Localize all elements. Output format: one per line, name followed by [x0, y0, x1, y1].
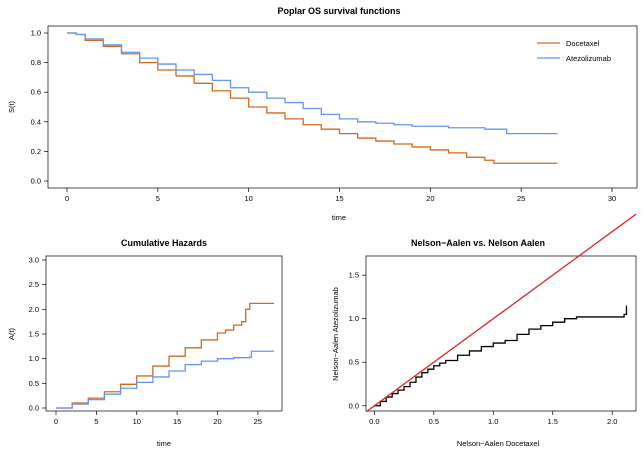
hazards-series-atezolizumab [56, 350, 274, 409]
hazards-x-tick-label: 15 [173, 417, 181, 426]
survival-series-atezolizumab [67, 32, 558, 135]
nelson-y-label: Nelson−Aalen Atezolizumab [331, 287, 340, 381]
hazards-series [56, 302, 274, 409]
hazards-y-tick-label: 1.5 [29, 330, 39, 339]
hazards-title: Cumulative Hazards [121, 238, 207, 248]
survival-y-tick-label: 0.0 [31, 177, 41, 186]
survival-series-docetaxel [67, 32, 558, 164]
survival-y-tick-label: 0.2 [31, 147, 41, 156]
nelson-y-tick-label: 0.5 [349, 358, 359, 367]
legend-label-docetaxel: Docetaxel [566, 39, 600, 48]
nelson-x-label: Nelson−Aalen Docetaxel [457, 439, 540, 448]
survival-x-tick-label: 25 [517, 194, 525, 203]
panel-survival: Poplar OS survival functions 0 5 10 15 20 25 3… [7, 6, 638, 222]
survival-x-tick-label: 5 [156, 194, 160, 203]
hazards-y-tick-label: 2.5 [29, 280, 39, 289]
nelson-y-tick-label: 1.0 [349, 314, 359, 323]
panel-nelson-aalen: Nelson−Aalen vs. Nelson Aalen 0.0 0.5 1.0 1… [331, 213, 637, 448]
nelson-y-tick-label: 1.5 [349, 271, 359, 280]
hazards-y-ticks: 0.0 0.5 1.0 1.5 2.0 2.5 3.0 [29, 256, 46, 413]
hazards-plot-frame [45, 255, 283, 412]
survival-x-label: time [332, 213, 346, 222]
survival-y-ticks: 0.0 0.2 0.4 0.6 0.8 1.0 [31, 29, 48, 186]
nelson-x-ticks: 0.0 0.5 1.0 1.5 2.0 [369, 411, 617, 426]
survival-x-tick-label: 20 [426, 194, 434, 203]
survival-y-label: S(t) [7, 100, 16, 113]
nelson-x-tick-label: 2.0 [607, 417, 617, 426]
hazards-x-tick-label: 5 [94, 417, 98, 426]
survival-y-tick-label: 0.4 [31, 117, 41, 126]
survival-x-tick-label: 10 [244, 194, 252, 203]
hazards-series-docetaxel [56, 302, 274, 409]
survival-legend: Docetaxel Atezolizumab [537, 39, 611, 63]
hazards-x-tick-label: 10 [133, 417, 141, 426]
survival-x-tick-label: 30 [608, 194, 616, 203]
survival-series [67, 32, 558, 164]
nelson-y-tick-label: 0.0 [349, 401, 359, 410]
hazards-x-label: time [157, 439, 171, 448]
hazards-y-tick-label: 0.5 [29, 379, 39, 388]
nelson-x-tick-label: 0.0 [369, 417, 379, 426]
hazards-x-tick-label: 0 [54, 417, 58, 426]
survival-x-ticks: 0 5 10 15 20 25 30 [65, 188, 616, 203]
hazards-y-tick-label: 3.0 [29, 256, 39, 265]
nelson-x-tick-label: 1.5 [548, 417, 558, 426]
nelson-plot-frame [365, 255, 637, 412]
survival-x-tick-label: 0 [65, 194, 69, 203]
panel-cumulative-hazards: Cumulative Hazards 0 5 10 15 20 25 0.0 0.5 1.0 1… [7, 238, 283, 448]
nelson-y-ticks: 0.0 0.5 1.0 1.5 [349, 271, 366, 410]
legend-label-atezolizumab: Atezolizumab [566, 54, 611, 63]
hazards-y-tick-label: 0.0 [29, 404, 39, 413]
hazards-x-tick-label: 25 [254, 417, 262, 426]
nelson-x-tick-label: 0.5 [429, 417, 439, 426]
survival-y-tick-label: 1.0 [31, 29, 41, 38]
hazards-x-tick-label: 20 [213, 417, 221, 426]
nelson-series [365, 213, 637, 413]
nelson-title: Nelson−Aalen vs. Nelson Aalen [411, 238, 545, 248]
hazards-y-tick-label: 2.0 [29, 305, 39, 314]
survival-x-tick-label: 15 [335, 194, 343, 203]
nelson-series-nelson-aalen [374, 305, 628, 407]
hazards-y-label: A(t) [7, 327, 16, 340]
survival-y-tick-label: 0.6 [31, 88, 41, 97]
nelson-series-y-x [365, 213, 637, 413]
nelson-x-tick-label: 1.0 [488, 417, 498, 426]
survival-y-tick-label: 0.8 [31, 58, 41, 67]
survival-plot-frame [47, 25, 638, 189]
hazards-y-tick-label: 1.0 [29, 354, 39, 363]
survival-title: Poplar OS survival functions [277, 6, 400, 16]
hazards-x-ticks: 0 5 10 15 20 25 [54, 411, 262, 426]
